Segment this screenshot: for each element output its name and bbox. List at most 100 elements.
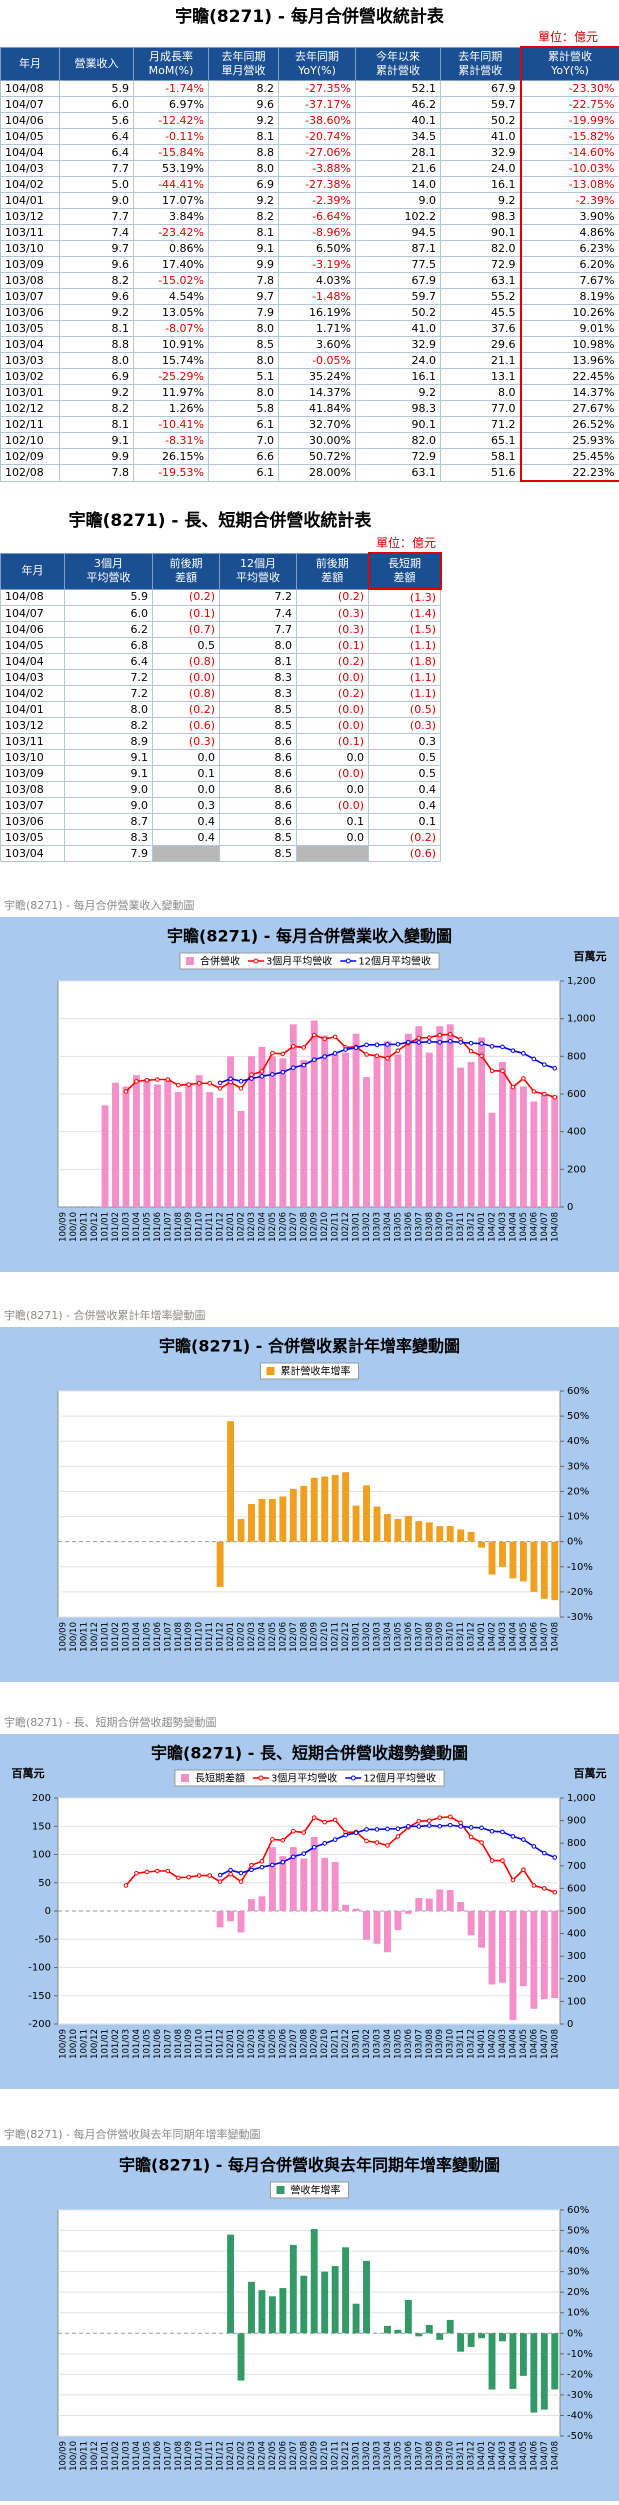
table-cell: 7.8 xyxy=(59,464,134,482)
y-tick-label: 600 xyxy=(567,1089,586,1100)
y-tick-label: 50% xyxy=(567,2226,589,2237)
bar xyxy=(488,2333,496,2390)
x-tick-label: 101/03 xyxy=(121,2029,131,2059)
bar xyxy=(248,2281,255,2334)
table-cell: -0.11% xyxy=(133,128,209,145)
bar xyxy=(227,1056,235,1207)
x-tick-label: 101/04 xyxy=(132,2441,142,2471)
table-cell: 103/01 xyxy=(0,384,60,401)
table-cell: 0.4 xyxy=(152,829,220,846)
table-row: 102/12 8.2 1.26% 5.8 41.84% 98.3 77.0 27.67% xyxy=(0,400,619,417)
line-marker xyxy=(364,1042,369,1048)
x-tick-label: 100/10 xyxy=(69,2029,79,2059)
x-tick-label: 103/09 xyxy=(435,1622,445,1652)
table-cell: 0.4 xyxy=(368,781,441,798)
line-marker xyxy=(521,1837,526,1842)
chart-caption: 宇瞻(8271) - 每月合併營業收入變動圖 xyxy=(4,899,195,912)
table-cell: 0.3 xyxy=(368,733,441,750)
table-cell: 103/02 xyxy=(0,368,60,385)
x-tick-label: 103/07 xyxy=(414,2441,424,2471)
header-cell: 長短期 差額 xyxy=(367,552,442,590)
y-tick-label: 500 xyxy=(567,1906,586,1917)
x-tick-label: 102/09 xyxy=(310,2029,320,2059)
line-marker xyxy=(322,1036,327,1042)
table-cell: -20.74% xyxy=(278,128,356,145)
x-tick-label: 104/03 xyxy=(498,1622,508,1652)
table-cell: 0.0 xyxy=(296,749,369,766)
table-cell: 71.2 xyxy=(440,416,521,433)
table-title: 宇瞻(8271) - 每月合併營收統計表 xyxy=(175,7,444,27)
legend: 長短期差額 3個月平均營收 12個月平均營收 xyxy=(174,1769,445,1787)
bar xyxy=(321,1476,329,1542)
y-tick-label: 1,200 xyxy=(567,976,596,987)
empty-cell xyxy=(296,845,369,862)
table-cell: (0.2) xyxy=(296,685,369,702)
line-marker xyxy=(521,1051,526,1056)
x-tick-label: 102/07 xyxy=(289,2441,299,2471)
line-marker xyxy=(280,1859,286,1865)
line-marker xyxy=(500,1829,505,1835)
y-tick-label: -20% xyxy=(567,1587,593,1598)
x-tick-label: 101/05 xyxy=(142,2441,152,2471)
table-cell: 8.6 xyxy=(219,797,297,814)
bar xyxy=(227,2234,235,2334)
y-tick-label: 0 xyxy=(567,2019,573,2030)
x-tick-label: 103/07 xyxy=(414,2029,424,2059)
table-cell: 7.67% xyxy=(519,272,619,289)
line-marker xyxy=(479,1041,484,1046)
table-row: 103/10 9.7 0.86% 9.1 6.50% 87.1 82.0 6.23% xyxy=(0,240,619,257)
line-marker xyxy=(155,1077,160,1082)
table-cell: 8.5 xyxy=(208,336,279,353)
bar xyxy=(216,1097,224,1207)
x-tick-label: 101/11 xyxy=(205,1212,215,1242)
plot-area xyxy=(57,1390,561,1618)
line-marker xyxy=(416,1040,422,1045)
table-row: 103/06 8.7 0.4 8.6 0.1 0.1 xyxy=(0,813,441,830)
x-tick-label: 102/07 xyxy=(289,1622,299,1652)
x-tick-label: 103/10 xyxy=(446,1622,456,1652)
x-tick-label: 104/06 xyxy=(529,1212,539,1242)
bar xyxy=(248,1504,255,1542)
x-tick-label: 103/03 xyxy=(372,1212,382,1242)
line-marker xyxy=(542,1091,547,1097)
x-tick-label: 104/03 xyxy=(498,1212,508,1242)
bar xyxy=(446,1890,454,1911)
legend-label: 長短期差額 xyxy=(195,1772,245,1785)
table-cell: -14.60% xyxy=(519,144,619,161)
table-row: 104/08 5.9 (0.2) 7.2 (0.2) (1.3) xyxy=(0,588,441,606)
table-cell: 7.0 xyxy=(208,432,279,449)
table-cell: (1.8) xyxy=(368,653,441,670)
line-marker xyxy=(406,1823,411,1829)
table-cell: 90.1 xyxy=(355,416,441,433)
table-cell: 7.4 xyxy=(59,224,134,241)
x-tick-label: 102/05 xyxy=(268,1212,278,1242)
line-marker xyxy=(416,1035,422,1041)
table-cell: (1.1) xyxy=(368,669,441,686)
legend-label: 3個月平均營收 xyxy=(271,1772,337,1785)
bar xyxy=(342,2247,350,2334)
table-cell: (0.1) xyxy=(152,605,220,622)
bar xyxy=(300,2275,308,2334)
table-row: 104/08 5.9 -1.74% 8.2 -27.35% 52.1 67.9 -23.30% xyxy=(0,80,619,97)
bar xyxy=(467,1531,475,1542)
line-marker xyxy=(165,1077,171,1082)
table-cell: 9.6 xyxy=(59,288,134,305)
chart-title: 宇瞻(8271) - 長、短期合併營收趨勢變動圖 xyxy=(151,1744,468,1763)
bar xyxy=(499,2333,506,2342)
line-marker xyxy=(416,1818,422,1824)
x-tick-label: 100/11 xyxy=(80,1622,90,1652)
table-cell: 51.6 xyxy=(440,464,521,482)
table-row: 102/11 8.1 -10.41% 6.1 32.70% 90.1 71.2 26.52% xyxy=(0,416,619,433)
table-cell: 8.5 xyxy=(219,701,297,718)
bar xyxy=(551,2333,559,2390)
table-cell: 6.2 xyxy=(64,621,153,638)
table-cell: 103/04 xyxy=(0,336,60,353)
bar xyxy=(310,1020,318,1207)
table-cell: 6.4 xyxy=(59,128,134,145)
table-cell: 9.2 xyxy=(355,384,441,401)
x-tick-label: 101/11 xyxy=(205,1622,215,1652)
x-tick-label: 101/03 xyxy=(121,1212,131,1242)
table-cell: 22.45% xyxy=(519,368,619,385)
table-cell: 8.6 xyxy=(219,781,297,798)
table-cell: -37.17% xyxy=(278,96,356,113)
